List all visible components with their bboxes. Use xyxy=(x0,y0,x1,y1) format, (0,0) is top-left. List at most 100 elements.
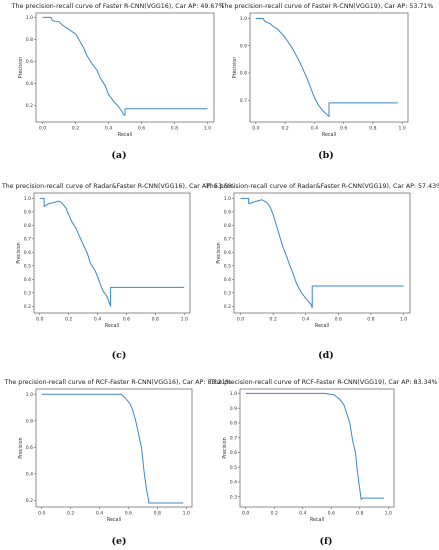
x-tick-label: 0.8 xyxy=(154,511,161,517)
y-tick-label: 0.6 xyxy=(24,250,31,256)
x-tick-label: 1.0 xyxy=(385,511,392,517)
y-tick-label: 0.9 xyxy=(224,209,231,215)
precision-recall-line xyxy=(245,392,385,501)
y-tick-label: 0.8 xyxy=(24,223,31,229)
y-tick-label: 0.4 xyxy=(26,81,33,87)
y-tick-label: 0.5 xyxy=(230,465,237,471)
y-tick-label: 0.9 xyxy=(24,209,31,215)
x-tick-label: 0.0 xyxy=(38,511,45,517)
x-axis-label: Recall xyxy=(315,323,329,329)
y-tick-label: 1.0 xyxy=(240,16,247,22)
precision-recall-line xyxy=(240,197,404,309)
y-tick-label: 0.2 xyxy=(24,304,31,310)
caption-f: (f) xyxy=(319,536,333,547)
x-tick-label: 0.8 xyxy=(369,126,376,132)
y-tick-label: 0.2 xyxy=(26,498,33,504)
y-tick-label: 0.2 xyxy=(26,103,33,109)
y-tick-label: 1.0 xyxy=(224,196,231,202)
x-tick-label: 0.2 xyxy=(269,317,276,323)
y-tick-label: 0.6 xyxy=(224,250,231,256)
chart-e-svg: The precision-recall curve of RCF-Faster… xyxy=(3,379,231,523)
y-tick-label: 0.7 xyxy=(224,236,231,242)
y-tick-label: 1.0 xyxy=(26,392,33,398)
x-tick-label: 0.0 xyxy=(237,317,244,323)
y-tick-label: 0.7 xyxy=(230,435,237,441)
x-tick-label: 0.6 xyxy=(328,511,335,517)
x-axis-label: Recall xyxy=(105,323,119,329)
y-tick-label: 0.8 xyxy=(240,71,247,77)
y-tick-label: 0.4 xyxy=(230,480,237,486)
x-axis-label: Recall xyxy=(107,517,121,523)
precision-recall-line xyxy=(255,17,398,118)
plot-frame xyxy=(35,12,215,123)
precision-recall-line xyxy=(42,16,208,116)
y-axis-label: Precision xyxy=(216,242,222,263)
chart-title: The precision-recall curve of Faster R-C… xyxy=(220,3,434,10)
x-tick-label: 0.4 xyxy=(105,126,112,132)
x-tick-label: 0.8 xyxy=(171,126,178,132)
x-tick-label: 0.4 xyxy=(96,511,103,517)
plot-frame xyxy=(33,192,191,314)
y-tick-label: 0.7 xyxy=(240,98,247,104)
y-tick-label: 0.4 xyxy=(24,277,31,283)
x-tick-label: 0.4 xyxy=(302,317,309,323)
chart-b-svg: The precision-recall curve of Faster R-C… xyxy=(220,3,434,138)
chart-title: The precision-recall curve of Radar&Fast… xyxy=(1,183,234,190)
precision-recall-line xyxy=(39,197,185,307)
x-tick-label: 0.0 xyxy=(242,511,249,517)
y-tick-label: 0.5 xyxy=(224,263,231,269)
x-tick-label: 0.2 xyxy=(281,126,288,132)
chart-c-svg: The precision-recall curve of Radar&Fast… xyxy=(1,183,234,329)
y-tick-label: 0.4 xyxy=(224,277,231,283)
caption-c: (c) xyxy=(111,350,127,361)
x-tick-label: 0.8 xyxy=(367,317,374,323)
y-axis-label: Precision xyxy=(232,57,238,78)
x-tick-label: 0.6 xyxy=(125,511,132,517)
y-tick-label: 0.8 xyxy=(224,223,231,229)
chart-e: The precision-recall curve of RCF-Faster… xyxy=(3,376,231,523)
chart-title: The precision-recall curve of Radar&Fast… xyxy=(205,183,439,190)
x-tick-label: 0.2 xyxy=(271,511,278,517)
y-tick-label: 0.3 xyxy=(224,290,231,296)
x-tick-label: 0.8 xyxy=(152,317,159,323)
plot-frame xyxy=(35,388,193,508)
y-tick-label: 0.7 xyxy=(24,236,31,242)
chart-a: The precision-recall curve of Faster R-C… xyxy=(11,0,225,140)
y-axis-label: Precision xyxy=(222,437,228,458)
y-tick-label: 0.6 xyxy=(26,59,33,65)
x-axis-label: Recall xyxy=(310,517,324,523)
plot-frame xyxy=(249,12,409,123)
plot-frame xyxy=(233,192,411,314)
x-tick-label: 0.4 xyxy=(94,317,101,323)
caption-d: (d) xyxy=(318,350,334,361)
x-tick-label: 0.4 xyxy=(311,126,318,132)
caption-a: (a) xyxy=(111,150,127,161)
x-axis-label: Recall xyxy=(118,132,132,138)
x-tick-label: 0.6 xyxy=(340,126,347,132)
x-tick-label: 1.0 xyxy=(398,126,405,132)
x-tick-label: 1.0 xyxy=(204,126,211,132)
chart-b: The precision-recall curve of Faster R-C… xyxy=(220,0,434,140)
x-tick-label: 1.0 xyxy=(181,317,188,323)
chart-a-svg: The precision-recall curve of Faster R-C… xyxy=(11,3,225,138)
x-tick-label: 0.2 xyxy=(72,126,79,132)
y-tick-label: 0.3 xyxy=(24,290,31,296)
y-tick-label: 0.6 xyxy=(230,450,237,456)
caption-e: (e) xyxy=(111,536,127,547)
y-tick-label: 0.5 xyxy=(24,263,31,269)
y-tick-label: 0.3 xyxy=(230,494,237,500)
chart-c: The precision-recall curve of Radar&Fast… xyxy=(1,180,234,330)
x-tick-label: 0.2 xyxy=(65,317,72,323)
chart-title: The precision-recall curve of RCF-Faster… xyxy=(209,379,437,386)
x-tick-label: 0.4 xyxy=(299,511,306,517)
y-tick-label: 0.6 xyxy=(26,445,33,451)
chart-f: The precision-recall curve of RCF-Faster… xyxy=(209,376,437,523)
x-axis-label: Recall xyxy=(322,132,336,138)
precision-recall-line xyxy=(41,393,184,504)
y-axis-label: Precision xyxy=(18,437,24,458)
y-tick-label: 1.0 xyxy=(24,196,31,202)
y-tick-label: 0.9 xyxy=(230,406,237,412)
x-tick-label: 0.0 xyxy=(39,126,46,132)
y-tick-label: 1.0 xyxy=(230,391,237,397)
x-tick-label: 0.0 xyxy=(36,317,43,323)
